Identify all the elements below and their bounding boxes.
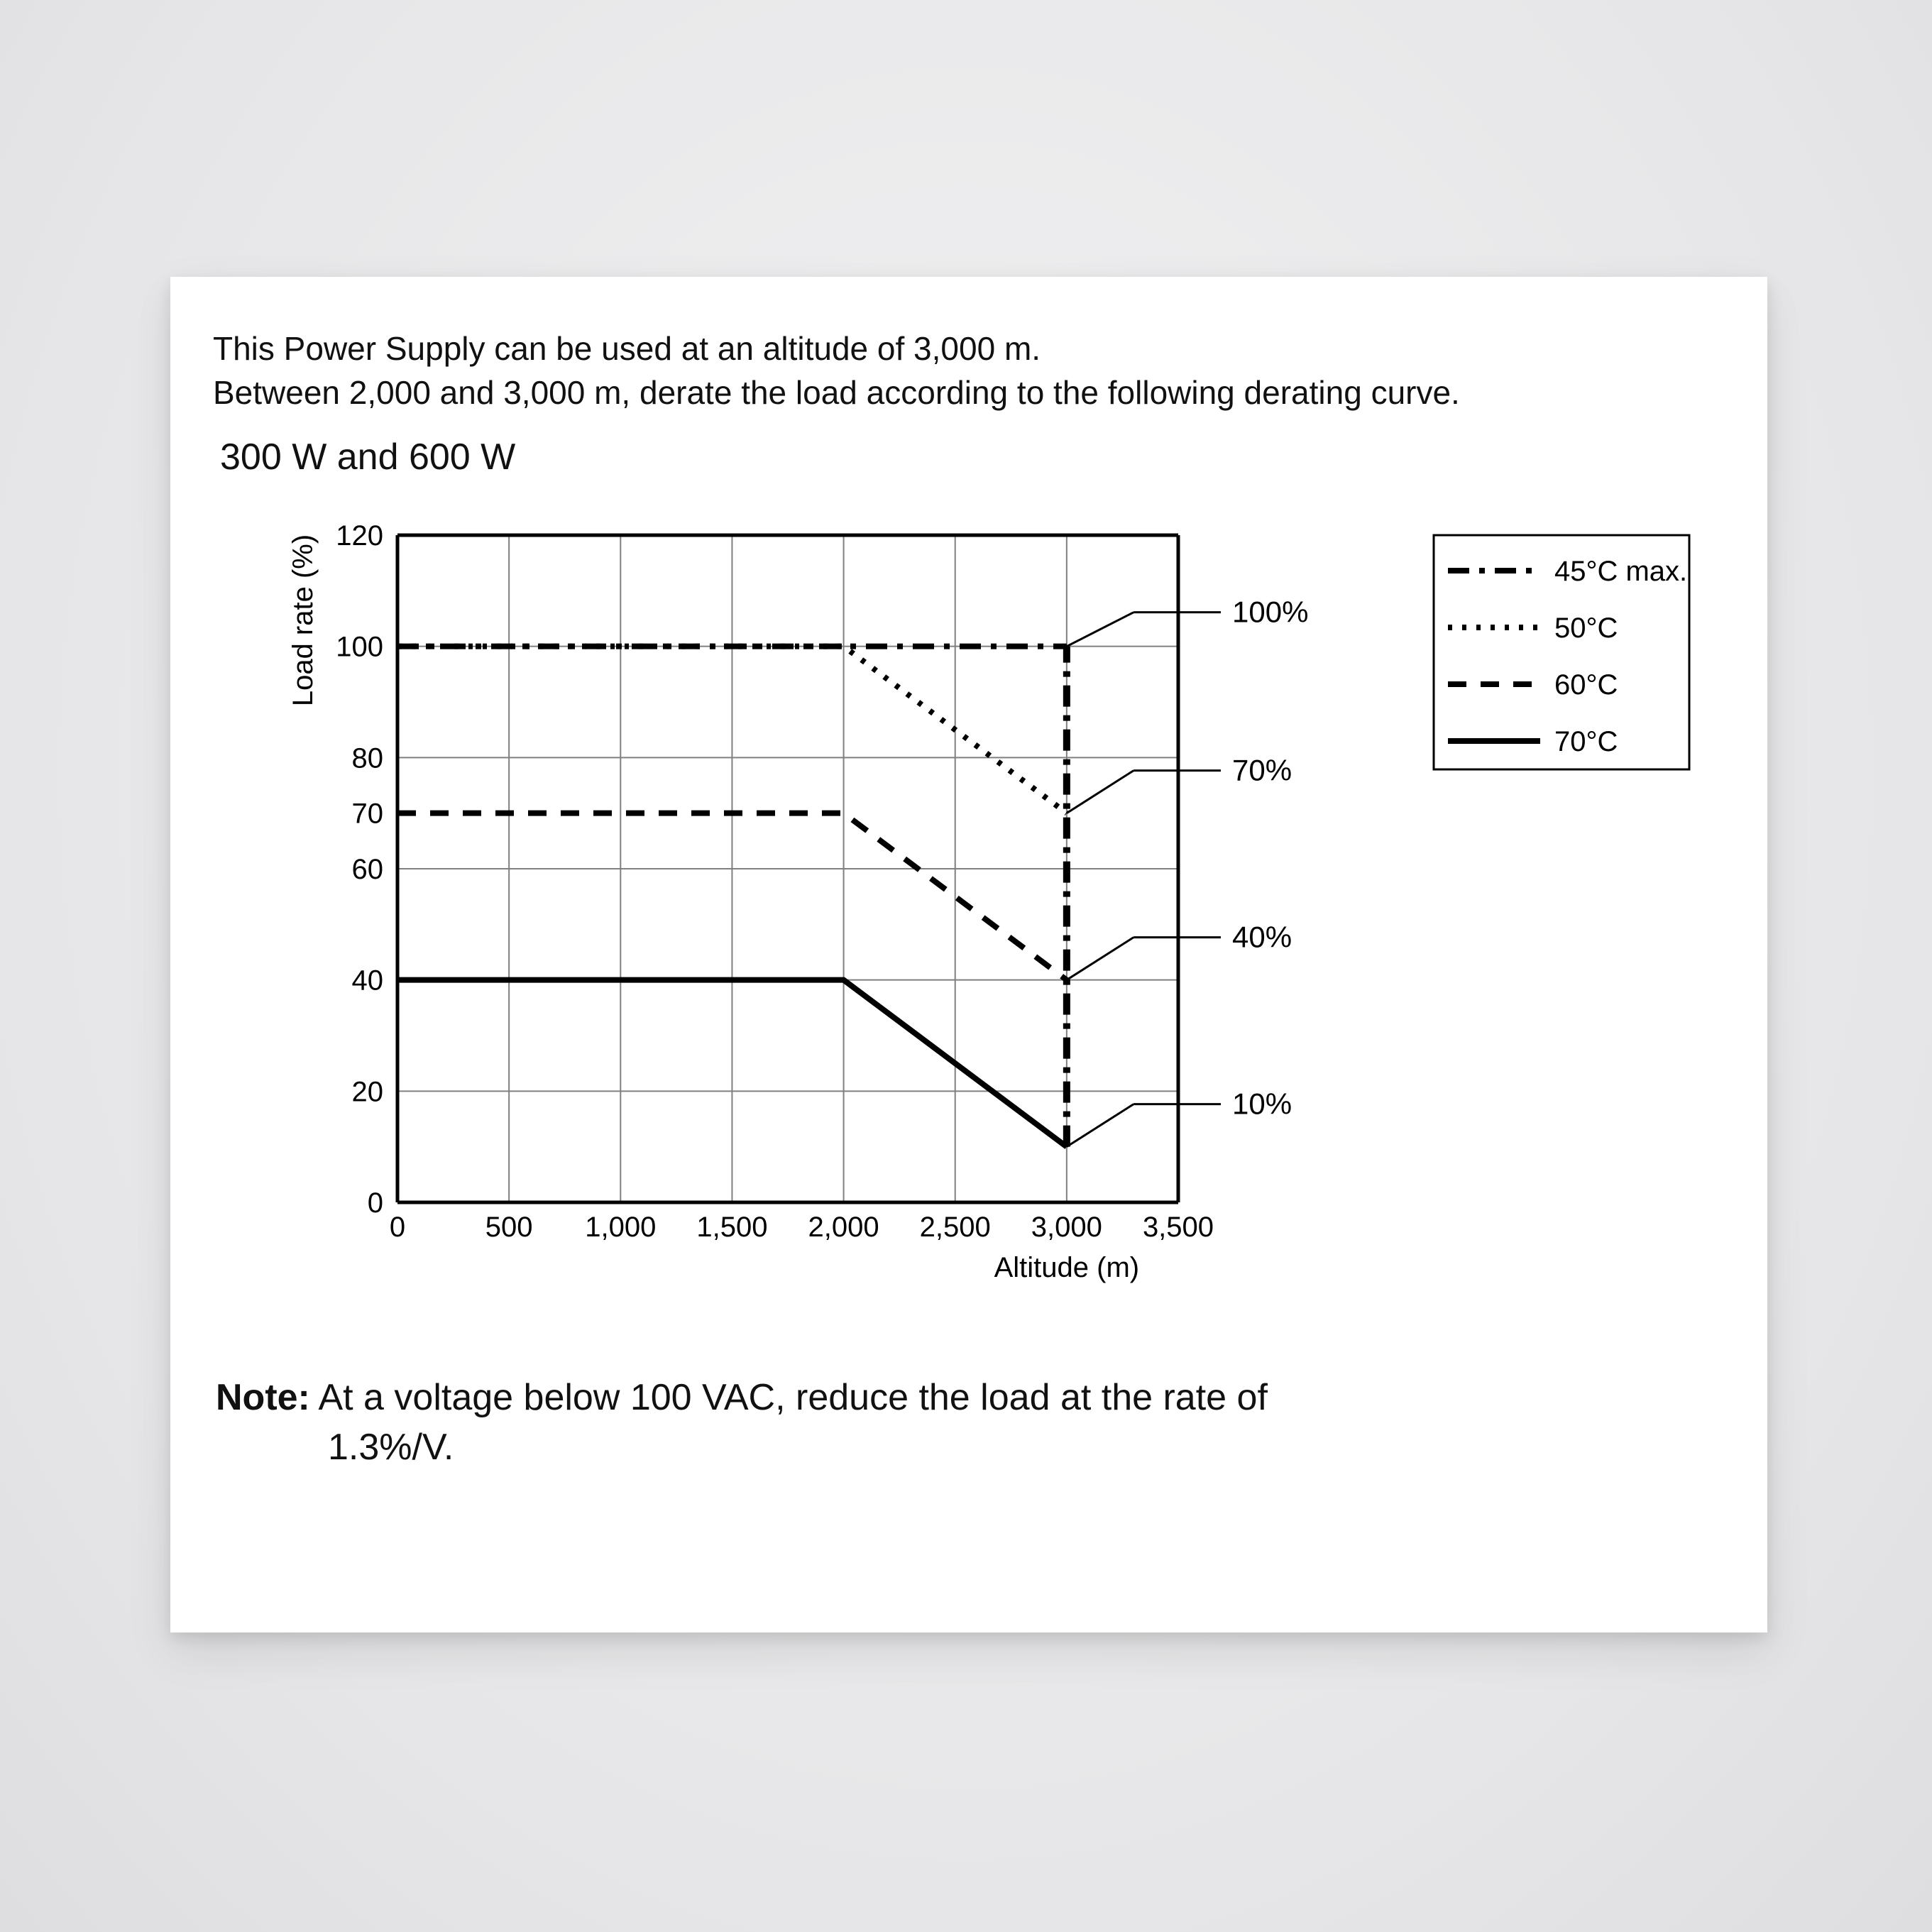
svg-text:2,000: 2,000 xyxy=(808,1212,879,1243)
note-line-1: At a voltage below 100 VAC, reduce the l… xyxy=(318,1377,1267,1418)
chart-svg: 0 500 1,000 1,500 2,000 2,500 3,000 3,500Altitu… xyxy=(213,493,1703,1344)
svg-text:70%: 70% xyxy=(1232,754,1292,787)
svg-text:10%: 10% xyxy=(1232,1087,1292,1121)
svg-text:60°C: 60°C xyxy=(1554,669,1618,701)
svg-text:1,000: 1,000 xyxy=(585,1212,656,1243)
svg-text:100: 100 xyxy=(336,632,383,663)
derating-chart: 0 500 1,000 1,500 2,000 2,500 3,000 3,500Altitu… xyxy=(213,493,1703,1344)
note-label: Note: xyxy=(216,1377,310,1418)
note-line-2: 1.3%/V. xyxy=(216,1422,1725,1472)
svg-text:0: 0 xyxy=(368,1187,383,1219)
page: This Power Supply can be used at an alti… xyxy=(0,0,1932,1932)
svg-text:70°C: 70°C xyxy=(1554,726,1618,757)
intro-text: This Power Supply can be used at an alti… xyxy=(213,326,1725,415)
svg-text:500: 500 xyxy=(485,1212,533,1243)
svg-text:80: 80 xyxy=(352,743,384,774)
intro-line-2: Between 2,000 and 3,000 m, derate the lo… xyxy=(213,374,1460,411)
svg-text:3,500: 3,500 xyxy=(1143,1212,1214,1243)
svg-text:100%: 100% xyxy=(1232,595,1308,629)
svg-text:50°C: 50°C xyxy=(1554,613,1618,644)
svg-text:40: 40 xyxy=(352,965,384,997)
svg-text:Load rate (%): Load rate (%) xyxy=(287,534,319,706)
svg-text:2,500: 2,500 xyxy=(920,1212,991,1243)
svg-text:Altitude (m): Altitude (m) xyxy=(994,1252,1140,1283)
svg-text:60: 60 xyxy=(352,854,384,885)
footnote: Note: At a voltage below 100 VAC, reduce… xyxy=(213,1373,1725,1472)
svg-text:70: 70 xyxy=(352,798,384,830)
svg-text:1,500: 1,500 xyxy=(696,1212,767,1243)
svg-text:45°C max.: 45°C max. xyxy=(1554,556,1687,587)
chart-subtitle: 300 W and 600 W xyxy=(220,436,1725,478)
svg-text:3,000: 3,000 xyxy=(1031,1212,1102,1243)
svg-text:0: 0 xyxy=(390,1212,405,1243)
intro-line-1: This Power Supply can be used at an alti… xyxy=(213,330,1041,367)
svg-text:20: 20 xyxy=(352,1077,384,1108)
svg-text:120: 120 xyxy=(336,520,383,551)
svg-text:40%: 40% xyxy=(1232,921,1292,954)
document-sheet: This Power Supply can be used at an alti… xyxy=(170,277,1767,1632)
